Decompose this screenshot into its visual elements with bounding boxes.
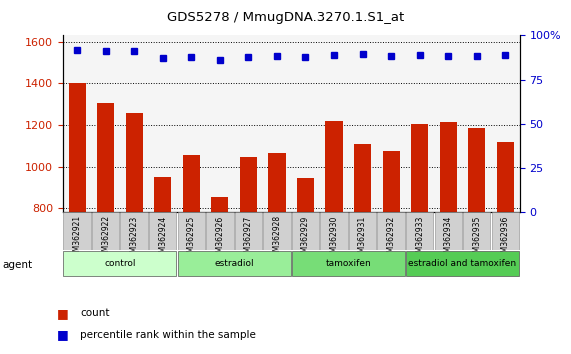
Text: GSM362936: GSM362936 [501,215,510,262]
Text: GSM362931: GSM362931 [358,215,367,262]
Text: GSM362926: GSM362926 [215,215,224,262]
Bar [178,251,291,276]
Bar [320,212,348,250]
Bar [211,197,228,212]
Text: count: count [80,308,110,318]
Bar [383,151,400,212]
Bar [235,212,262,250]
Bar [154,177,171,212]
Text: GSM362929: GSM362929 [301,215,310,262]
Bar [292,251,405,276]
Bar [120,212,148,250]
Bar [268,153,286,212]
Bar [406,212,433,250]
Text: GSM362921: GSM362921 [73,215,82,262]
Text: estradiol and tamoxifen: estradiol and tamoxifen [408,259,517,268]
Bar [497,142,514,212]
Bar [149,212,176,250]
Text: control: control [104,259,136,268]
Bar [297,178,314,212]
Text: percentile rank within the sample: percentile rank within the sample [80,330,256,339]
Text: GSM362934: GSM362934 [444,215,453,262]
Bar [377,212,405,250]
Text: tamoxifen: tamoxifen [325,259,371,268]
Bar [126,114,143,212]
Bar [440,122,457,212]
Text: GSM362932: GSM362932 [387,215,396,262]
Bar [240,157,257,212]
Text: GSM362930: GSM362930 [329,215,339,262]
Text: GSM362935: GSM362935 [472,215,481,262]
Text: GSM362923: GSM362923 [130,215,139,262]
Bar [63,251,176,276]
Text: ■: ■ [57,307,69,320]
Bar [492,212,519,250]
Text: estradiol: estradiol [214,259,254,268]
Text: GSM362933: GSM362933 [415,215,424,262]
Bar [325,121,343,212]
Bar [263,212,291,250]
Bar [183,155,200,212]
Text: ■: ■ [57,328,69,341]
Bar [411,124,428,212]
Bar [435,212,462,250]
Bar [178,212,205,250]
Bar [292,212,319,250]
Bar [92,212,119,250]
Bar [63,212,91,250]
Text: agent: agent [3,260,33,270]
Bar [349,212,376,250]
Bar [468,128,485,212]
Text: GSM362927: GSM362927 [244,215,253,262]
Text: GSM362924: GSM362924 [158,215,167,262]
Text: GSM362928: GSM362928 [272,215,282,262]
Text: GSM362922: GSM362922 [101,215,110,262]
Bar [206,212,234,250]
Bar [463,212,490,250]
Bar [69,83,86,212]
Bar [406,251,519,276]
Text: GDS5278 / MmugDNA.3270.1.S1_at: GDS5278 / MmugDNA.3270.1.S1_at [167,11,404,24]
Bar [97,103,114,212]
Bar [354,144,371,212]
Text: GSM362925: GSM362925 [187,215,196,262]
